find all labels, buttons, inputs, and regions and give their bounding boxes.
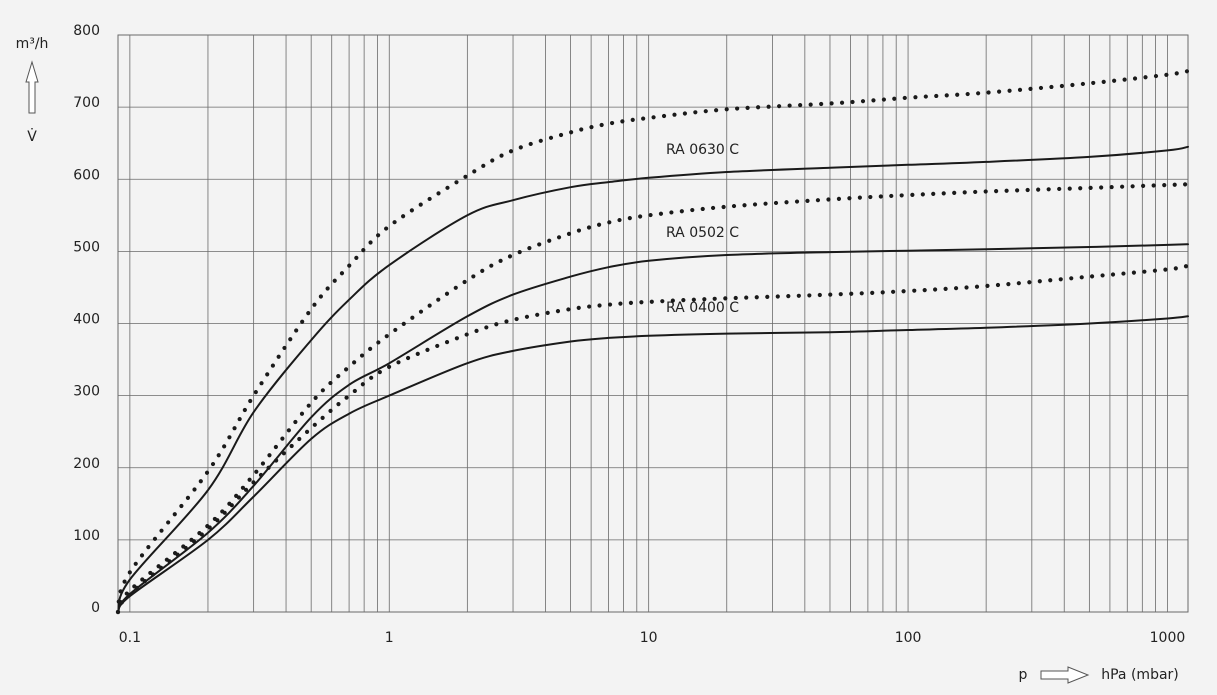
y-tick-label: 700: [73, 95, 100, 111]
curve-label: RA 0400 C: [666, 300, 739, 316]
y-tick-label: 400: [73, 312, 100, 328]
curve: [117, 315, 1189, 613]
y-arrow: [25, 60, 39, 114]
y-tick-label: 100: [73, 528, 100, 544]
x-tick-label: 1000: [1150, 630, 1186, 646]
dotted-curve: [115, 263, 1191, 615]
y-axis-symbol: V̇: [27, 128, 37, 145]
x-axis-symbol: p: [1019, 667, 1028, 683]
x-axis-unit: hPa (mbar): [1101, 667, 1179, 683]
dotted-curve: [115, 69, 1191, 615]
y-tick-label: 0: [91, 600, 100, 616]
y-tick-label: 300: [73, 384, 100, 400]
curve-label: RA 0502 C: [666, 225, 739, 241]
x-tick-label: 100: [895, 630, 922, 646]
y-axis-label: m³/h: [16, 36, 49, 52]
dotted-curve: [115, 182, 1191, 615]
x-tick-label: 0.1: [119, 630, 141, 646]
curve: [117, 145, 1189, 613]
y-tick-label: 200: [73, 456, 100, 472]
y-tick-label: 800: [73, 23, 100, 39]
x-tick-label: 10: [640, 630, 658, 646]
x-tick-label: 1: [385, 630, 394, 646]
x-arrow: [1040, 666, 1090, 684]
y-tick-label: 600: [73, 167, 100, 183]
y-tick-label: 500: [73, 239, 100, 255]
curve: [117, 243, 1189, 613]
curve-label: RA 0630 C: [666, 142, 739, 158]
